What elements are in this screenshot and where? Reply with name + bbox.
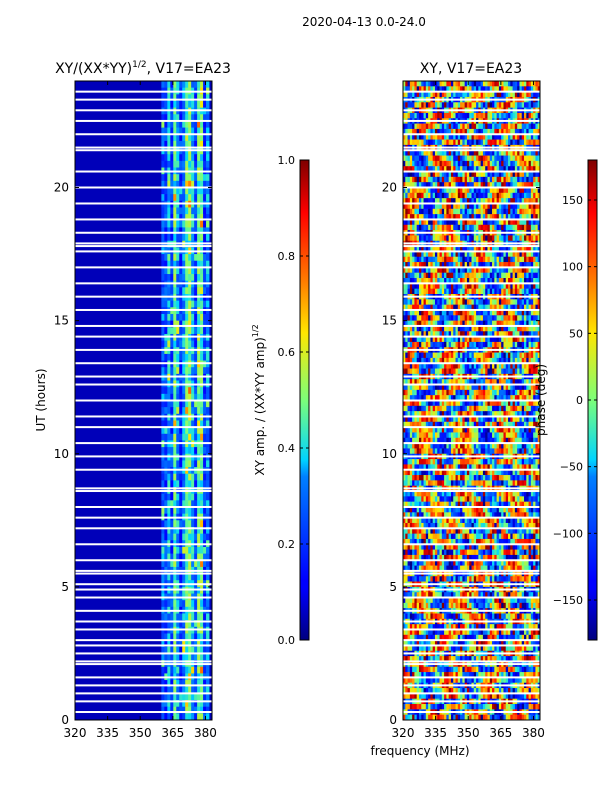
colorbar-tick-label: −50 <box>560 461 583 474</box>
amp-colorbar-bar <box>299 159 310 641</box>
ytick-label: 15 <box>54 314 69 328</box>
xtick-label: 335 <box>424 726 447 740</box>
ytick-label: 5 <box>61 580 69 594</box>
phase-xlabel: frequency (MHz) <box>370 744 469 758</box>
colorbar-tick-label: −100 <box>553 527 583 540</box>
amp-axis-ticks: 320 335 350 365 380 0 5 10 15 20 <box>54 81 217 740</box>
colorbar-tick-label: 100 <box>562 261 583 274</box>
colorbar-tick-label: 50 <box>569 327 583 340</box>
xtick-label: 350 <box>457 726 480 740</box>
amp-ylabel: UT (hours) <box>34 368 48 431</box>
ytick-label: 10 <box>54 447 69 461</box>
xtick-label: 380 <box>194 726 217 740</box>
amp-axes-frame <box>74 80 213 721</box>
xtick-label: 335 <box>96 726 119 740</box>
phase-panel: XY, V17=EA23 320 335 350 365 380 0 5 10 15 20 fre… <box>370 61 544 758</box>
xtick-label: 365 <box>161 726 184 740</box>
colorbar-tick-label: 0 <box>576 394 583 407</box>
xtick-label: 320 <box>64 726 87 740</box>
phase-axis-ticks: 320 335 350 365 380 0 5 10 15 20 <box>382 81 545 740</box>
xtick-label: 365 <box>489 726 512 740</box>
amp-panel-title: XY/(XX*YY)1/2, V17=EA23 <box>55 60 231 77</box>
xtick-label: 350 <box>129 726 152 740</box>
ytick-label: 0 <box>61 713 69 727</box>
phase-axes-frame <box>402 80 541 721</box>
phase-panel-title: XY, V17=EA23 <box>420 61 522 77</box>
ytick-label: 10 <box>382 447 397 461</box>
colorbar-tick-label: 0.4 <box>278 442 296 455</box>
colorbar-tick-label: 0.6 <box>278 346 296 359</box>
ytick-label: 5 <box>389 580 397 594</box>
xtick-label: 320 <box>392 726 415 740</box>
ytick-label: 20 <box>54 181 69 195</box>
ytick-label: 0 <box>389 713 397 727</box>
amp-heatmap <box>75 81 212 720</box>
amp-colorbar-label: XY amp. / (XX*YY amp)1/2 <box>251 324 267 475</box>
phase-colorbar-label: phase (deg) <box>534 364 548 436</box>
colorbar-tick-label: −150 <box>553 594 583 607</box>
phase-heatmap <box>403 81 540 720</box>
amp-colorbar: 0.0 0.2 0.4 0.6 0.8 1.0 XY amp. / (XX*YY amp)… <box>251 154 310 647</box>
amp-panel: XY/(XX*YY)1/2, V17=EA23 320 335 350 365 380 0… <box>34 60 231 740</box>
amp-colorbar-ticks: 0.0 0.2 0.4 0.6 0.8 1.0 <box>278 154 309 647</box>
ytick-label: 15 <box>382 314 397 328</box>
phase-colorbar-ticks: −150 −100 −50 0 50 100 150 <box>553 194 597 607</box>
colorbar-tick-label: 0.8 <box>278 250 296 263</box>
suptitle: 2020-04-13 0.0-24.0 <box>302 15 426 29</box>
xtick-label: 380 <box>522 726 545 740</box>
ytick-label: 20 <box>382 181 397 195</box>
colorbar-tick-label: 0.2 <box>278 538 296 551</box>
phase-colorbar: −150 −100 −50 0 50 100 150 phase (deg) <box>534 159 598 641</box>
colorbar-tick-label: 1.0 <box>278 154 296 167</box>
colorbar-tick-label: 0.0 <box>278 634 296 647</box>
colorbar-tick-label: 150 <box>562 194 583 207</box>
